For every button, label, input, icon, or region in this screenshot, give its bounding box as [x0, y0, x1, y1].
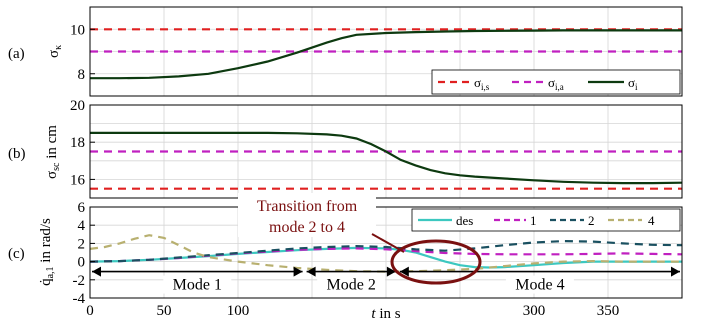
transition-annotation: Transition from mode 2 to 4 — [238, 193, 482, 285]
panel-b-yticks: 16 18 20 — [70, 98, 95, 188]
mode-label-bg — [505, 275, 574, 294]
y-tick-label: -4 — [73, 291, 86, 307]
panel-b-lines — [90, 131, 683, 190]
panel-c-yticks: -4 -2 0 2 4 6 — [73, 200, 95, 307]
annotation-ellipse — [390, 239, 482, 285]
legend-2: 2 — [588, 213, 595, 228]
y-tick-label: 2 — [78, 236, 86, 252]
y-tick-label: -2 — [73, 273, 86, 289]
mode-label: Mode 2 — [327, 277, 376, 294]
mode-label: Mode 4 — [515, 277, 564, 294]
legend-des: des — [456, 213, 473, 228]
annotation-line1: Transition from — [257, 198, 358, 215]
panel-c-label: (c) — [8, 246, 25, 262]
x-tick-label: 300 — [523, 303, 546, 319]
mode-arrow-head-left — [92, 266, 101, 277]
y-tick-label: 6 — [78, 200, 86, 216]
x-tick-label: 0 — [86, 303, 94, 319]
panel-b-ylabel: σsc in cm — [44, 125, 62, 179]
y-tick-label: 8 — [78, 67, 86, 83]
panel-b-grid — [90, 105, 682, 198]
panel-a-ylabel: σκ — [46, 45, 64, 58]
mode-arrow-head-right — [671, 266, 680, 277]
x-tick-label: 50 — [157, 303, 172, 319]
series-line-1-2 — [90, 131, 683, 185]
panel-c-frame — [89, 206, 683, 299]
panel-a-yticks: 8 10 — [70, 22, 95, 83]
panel-a-legend: σi,s σi,a σi — [431, 69, 681, 95]
legend-4: 4 — [648, 213, 655, 228]
x-tick-label: 350 — [597, 303, 620, 319]
series-line-2-2 — [89, 239, 683, 263]
y-tick-label: 10 — [70, 22, 85, 38]
panel-a-lines — [90, 28, 682, 80]
y-tick-label: 0 — [78, 255, 86, 271]
legend-sigma-i: σi — [628, 75, 638, 92]
mode-label-bg — [317, 275, 386, 294]
legend-1: 1 — [530, 213, 537, 228]
series-line-2-3 — [89, 234, 682, 273]
panel-c-xticks: 0 50 100 300 350 — [86, 303, 619, 319]
mode-arrow-head-left — [306, 266, 316, 277]
y-tick-label: 16 — [70, 172, 86, 188]
panel-b: 16 18 20 (b) σsc in cm — [8, 98, 683, 199]
panel-c-lines — [89, 234, 683, 273]
panel-a: 8 10 (a) σκ σi,s σi,a σi — [8, 6, 683, 97]
y-tick-label: 20 — [70, 98, 85, 114]
mode-arrow-head-right — [293, 266, 303, 277]
mode-arrows: Mode 1 Mode 2 Mode 4 — [92, 266, 680, 294]
annotation-line2: mode 2 to 4 — [269, 219, 345, 236]
panel-c-legend: des 1 2 4 — [411, 208, 681, 232]
y-tick-label: 4 — [78, 218, 86, 234]
mode-arrow-head-left — [399, 266, 409, 277]
series-line-0-2 — [90, 29, 682, 80]
panel-b-label: (b) — [8, 146, 26, 162]
mode-label-bg — [163, 275, 232, 294]
panel-c-xlabel: t in s — [371, 306, 400, 322]
panel-a-frame — [89, 6, 683, 97]
mode-label: Mode 1 — [173, 277, 222, 294]
annotation-bg — [238, 193, 376, 237]
panel-b-frame — [89, 104, 683, 199]
panel-a-legend-box — [431, 69, 681, 95]
y-tick-label: 18 — [70, 135, 85, 151]
panel-c-legend-box — [411, 208, 681, 232]
annotation-pointer — [371, 233, 405, 253]
mode-arrow-head-right — [386, 266, 396, 277]
panel-c-ylabel: q̇a,1 in rad/s — [38, 218, 56, 286]
x-tick-label: 100 — [227, 303, 250, 319]
panel-a-label: (a) — [8, 46, 25, 62]
